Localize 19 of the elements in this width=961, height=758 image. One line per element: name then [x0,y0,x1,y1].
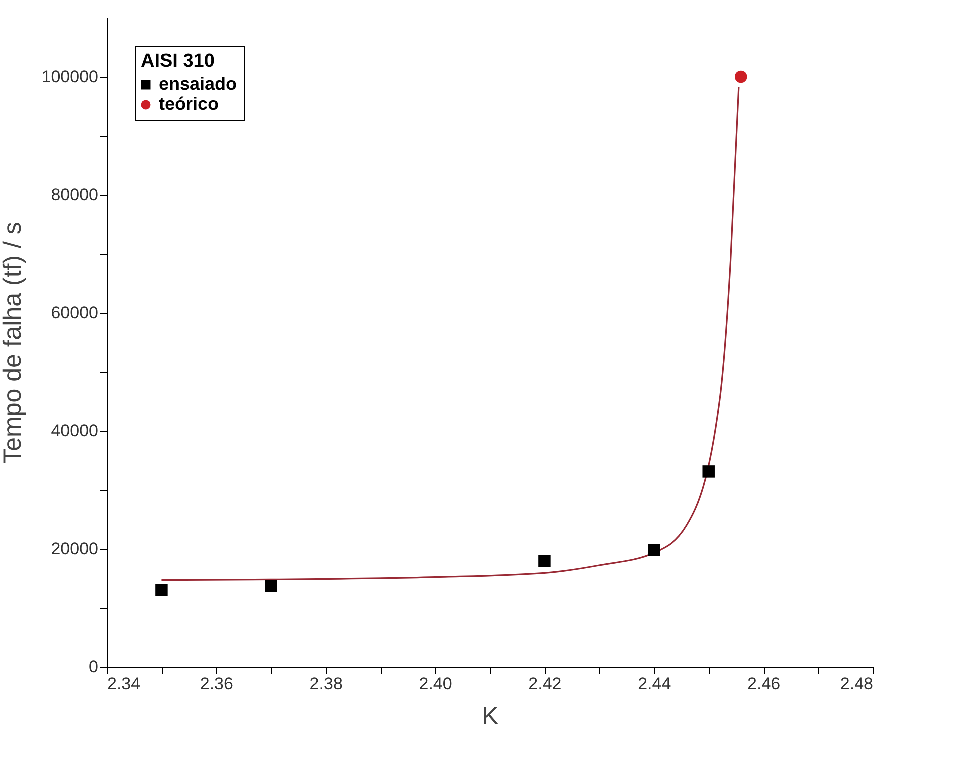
x-tick-label: 2.48 [840,674,874,694]
x-tick-label: 2.44 [638,674,672,694]
y-tick-label: 20000 [51,540,98,558]
x-tick-label: 2.42 [528,674,562,694]
y-tick-label: 80000 [51,186,98,204]
legend-title: AISI 310 [141,51,215,72]
x-tick-label: 2.38 [310,674,343,694]
y-tick-label: 100000 [42,68,98,86]
legend-label: teórico [159,94,220,114]
x-axis-title: K [482,702,500,730]
x-tick-label: 2.34 [108,674,141,694]
legend-label: ensaiado [159,74,238,94]
y-tick-label: 0 [89,658,98,676]
y-tick-label: 40000 [51,422,98,440]
x-tick-label: 2.46 [748,674,781,694]
x-tick-label: 2.40 [419,674,452,694]
y-tick-label: 60000 [51,304,98,322]
y-axis-title: Tempo de falha (tf) / s [0,222,27,464]
x-tick-label: 2.36 [200,674,234,694]
